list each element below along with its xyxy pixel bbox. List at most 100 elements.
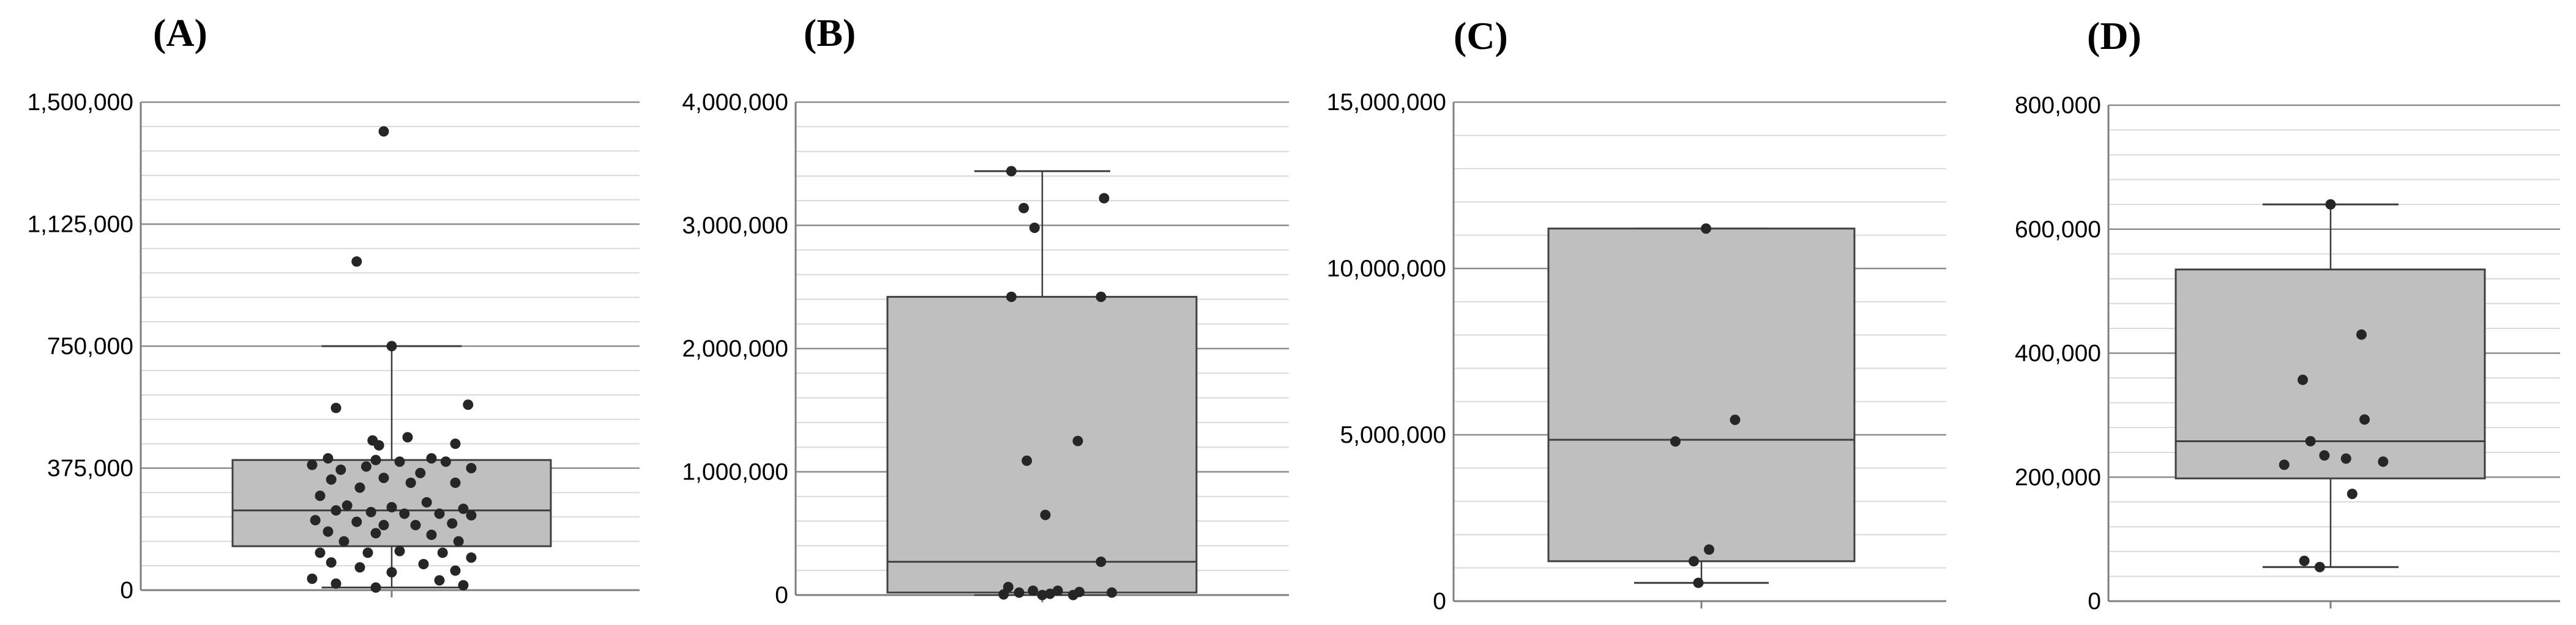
y-tick-label: 200,000: [2015, 464, 2101, 490]
data-point: [330, 578, 342, 589]
data-point: [1099, 193, 1110, 204]
panel-c: 0 5,000,000 10,000,000 15,000,000 (C): [1327, 14, 1946, 615]
data-point: [1704, 544, 1714, 555]
data-point: [453, 536, 464, 547]
data-point: [434, 575, 445, 586]
data-point: [1040, 509, 1051, 520]
y-tick-label: 15,000,000: [1327, 89, 1446, 116]
data-point: [1693, 577, 1704, 588]
data-point: [2279, 459, 2290, 470]
data-point: [307, 459, 318, 470]
data-point: [338, 536, 349, 547]
data-point: [386, 341, 397, 352]
data-point: [386, 567, 397, 578]
panel-a: 0 375,000 750,000 1,125,000 1,500,000 (A): [27, 11, 640, 604]
data-point: [1701, 223, 1711, 234]
panel-b: 0 1,000,000 2,000,000 3,000,000 4,000,000 (B): [682, 11, 1289, 608]
data-point: [998, 589, 1009, 600]
data-point: [351, 516, 362, 527]
data-point: [1052, 585, 1063, 596]
data-point: [450, 438, 461, 449]
data-point: [378, 520, 389, 531]
data-point: [1670, 436, 1681, 447]
y-tick-label: 4,000,000: [682, 89, 788, 116]
panel-label: (D): [2087, 14, 2141, 57]
data-point: [458, 503, 469, 514]
data-point: [362, 547, 373, 558]
y-tick-label: 2,000,000: [682, 336, 788, 362]
y-tick-label: 0: [2088, 588, 2101, 615]
iqr-box: [1547, 227, 1856, 563]
data-point: [1018, 202, 1029, 213]
data-point: [378, 126, 389, 137]
data-point: [447, 518, 458, 529]
data-point: [1028, 585, 1039, 596]
y-tick-label: 0: [1433, 588, 1446, 615]
data-point: [1006, 291, 1017, 302]
data-point: [1689, 556, 1699, 567]
y-tick-label: 1,125,000: [27, 212, 133, 238]
data-point: [466, 552, 477, 563]
data-point: [1096, 291, 1107, 302]
data-point: [2299, 555, 2310, 566]
data-point: [323, 526, 334, 537]
y-tick-label: 1,500,000: [27, 89, 133, 116]
data-point: [365, 506, 376, 517]
data-point: [2378, 456, 2389, 467]
y-tick-label: 1,000,000: [682, 459, 788, 486]
data-point: [434, 508, 445, 519]
data-point: [1037, 590, 1048, 601]
data-point: [415, 467, 426, 478]
data-point: [394, 545, 405, 557]
data-point: [402, 432, 413, 443]
data-point: [2325, 199, 2336, 210]
data-point: [351, 256, 362, 267]
data-point: [2298, 374, 2309, 385]
panel-label: (B): [804, 11, 856, 54]
y-tick-label: 400,000: [2015, 341, 2101, 367]
data-point: [342, 500, 353, 511]
data-point: [437, 547, 448, 558]
iqr-box: [2175, 268, 2486, 479]
panel-label: (A): [153, 11, 207, 54]
data-point: [1021, 455, 1032, 466]
data-point: [330, 402, 342, 413]
data-point: [326, 557, 337, 568]
y-tick-label: 800,000: [2015, 92, 2101, 119]
data-point: [466, 510, 477, 521]
data-point: [323, 453, 334, 464]
data-point: [463, 399, 474, 410]
data-point: [1730, 415, 1741, 426]
data-point: [354, 482, 365, 493]
data-point: [1074, 586, 1085, 597]
data-point: [1006, 166, 1017, 177]
data-point: [2305, 435, 2316, 446]
panel-d: 0 200,000 400,000 600,000 800,000 (D): [2015, 14, 2560, 615]
data-point: [370, 582, 381, 593]
data-point: [410, 520, 421, 531]
data-point: [466, 463, 477, 473]
data-point: [2314, 561, 2325, 572]
data-point: [370, 454, 381, 465]
data-point: [310, 515, 321, 526]
y-tick-label: 600,000: [2015, 216, 2101, 243]
data-point: [354, 562, 365, 573]
data-point: [2359, 414, 2370, 425]
data-point: [394, 456, 405, 467]
data-point: [440, 456, 451, 467]
y-tick-label: 10,000,000: [1327, 256, 1446, 282]
y-tick-label: 0: [120, 577, 133, 604]
data-point: [315, 547, 326, 558]
data-point: [421, 497, 432, 508]
data-point: [326, 474, 337, 485]
data-point: [426, 530, 437, 541]
data-point: [450, 477, 461, 488]
data-point: [360, 461, 371, 472]
data-point: [1002, 582, 1014, 593]
data-point: [307, 573, 318, 584]
data-point: [2319, 450, 2330, 461]
data-point: [315, 490, 326, 501]
data-point: [2346, 489, 2358, 500]
data-point: [450, 565, 461, 576]
data-point: [1014, 587, 1025, 598]
